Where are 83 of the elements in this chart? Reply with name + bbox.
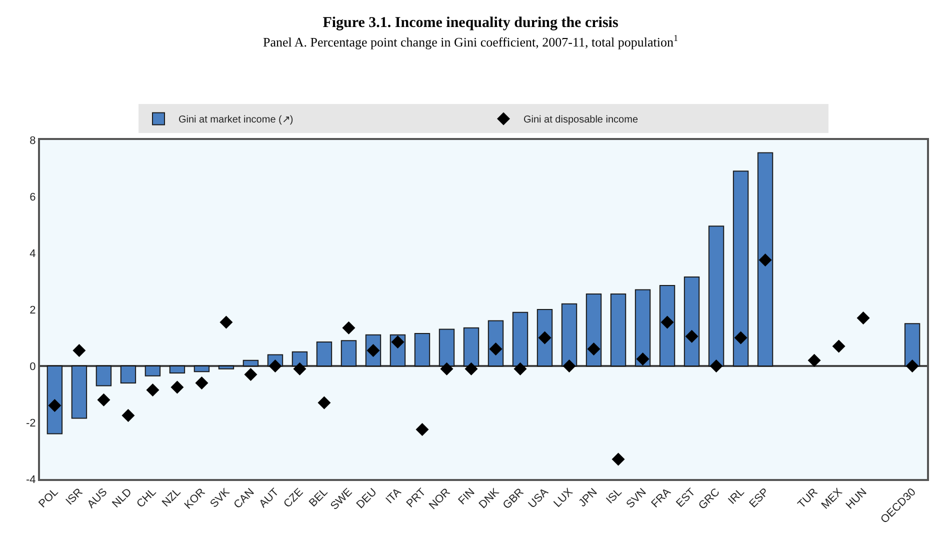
bar xyxy=(194,366,210,372)
point xyxy=(342,321,356,334)
bar xyxy=(96,366,112,386)
point xyxy=(244,368,258,381)
point xyxy=(72,344,86,357)
x-tick-label: ITA xyxy=(384,486,404,506)
bar xyxy=(292,351,308,366)
x-tick-label: BEL xyxy=(307,486,330,510)
x-tick-label: POL xyxy=(36,486,61,510)
x-tick-label: NZL xyxy=(160,486,184,510)
chart-subtitle: Panel A. Percentage point change in Gini coefficient, 2007-11, total population$^{1}$ xyxy=(262,33,678,50)
point xyxy=(685,330,698,343)
point xyxy=(464,362,478,376)
point xyxy=(416,423,429,436)
point xyxy=(734,331,748,344)
x-tick-label: JPN xyxy=(576,486,600,510)
y-tick-label: -2 xyxy=(26,417,36,430)
bar xyxy=(586,293,602,366)
point xyxy=(636,352,650,366)
point xyxy=(146,384,160,397)
bar xyxy=(120,366,136,384)
y-tick-label: 8 xyxy=(30,134,36,147)
x-tick-label: CHL xyxy=(134,486,159,510)
point xyxy=(170,380,184,394)
x-tick-label: ISR xyxy=(64,486,86,508)
point xyxy=(906,360,919,372)
point xyxy=(758,254,772,267)
point xyxy=(48,399,62,412)
x-tick-label: TUR xyxy=(796,486,820,511)
bar xyxy=(144,366,161,376)
bar xyxy=(169,366,186,374)
point xyxy=(268,360,282,372)
point xyxy=(832,340,846,353)
legend-label: Gini at disposable income xyxy=(524,114,638,126)
y-tick-label: -4 xyxy=(26,474,36,486)
point xyxy=(660,316,674,329)
bar xyxy=(218,366,234,370)
bar xyxy=(610,293,626,366)
point xyxy=(808,354,821,367)
x-tick-label: ISL xyxy=(604,486,624,506)
point xyxy=(220,316,233,329)
chart-title: Figure 3.1. Income inequality during the crisis xyxy=(322,15,618,32)
point xyxy=(97,393,110,406)
point xyxy=(293,362,306,376)
y-tick-label: 2 xyxy=(30,304,36,316)
point xyxy=(195,376,208,390)
legend-label: Gini at market income (↗) xyxy=(178,114,294,126)
bar xyxy=(904,323,920,366)
bar xyxy=(463,327,480,366)
bar xyxy=(414,333,430,366)
bar xyxy=(438,328,455,366)
bar xyxy=(561,303,578,366)
y-tick-label: 6 xyxy=(30,191,36,204)
bar xyxy=(659,284,676,366)
point xyxy=(391,335,404,348)
bar xyxy=(708,226,724,366)
bar xyxy=(757,152,774,366)
point xyxy=(538,331,552,344)
bar xyxy=(71,366,88,419)
x-tick-label: FRA xyxy=(649,486,674,510)
bar xyxy=(46,366,63,434)
point xyxy=(318,396,331,410)
point xyxy=(122,408,135,422)
point xyxy=(710,360,723,372)
point xyxy=(514,362,527,376)
y-tick-label: 4 xyxy=(30,248,36,260)
point xyxy=(562,360,576,372)
point xyxy=(587,342,600,356)
bar xyxy=(512,312,528,366)
bar xyxy=(732,170,749,366)
bar xyxy=(316,341,332,366)
point xyxy=(856,311,870,324)
point xyxy=(440,362,454,376)
x-tick-label: USA xyxy=(526,486,552,511)
x-tick-label: FIN xyxy=(456,486,478,508)
point xyxy=(612,452,625,466)
y-tick-label: 0 xyxy=(30,360,36,373)
bar xyxy=(242,360,259,366)
bar xyxy=(634,289,651,366)
x-tick-label: NLD xyxy=(110,486,134,510)
bar xyxy=(340,340,357,366)
bar xyxy=(684,276,700,366)
x-tick-label: IRL xyxy=(726,486,747,507)
